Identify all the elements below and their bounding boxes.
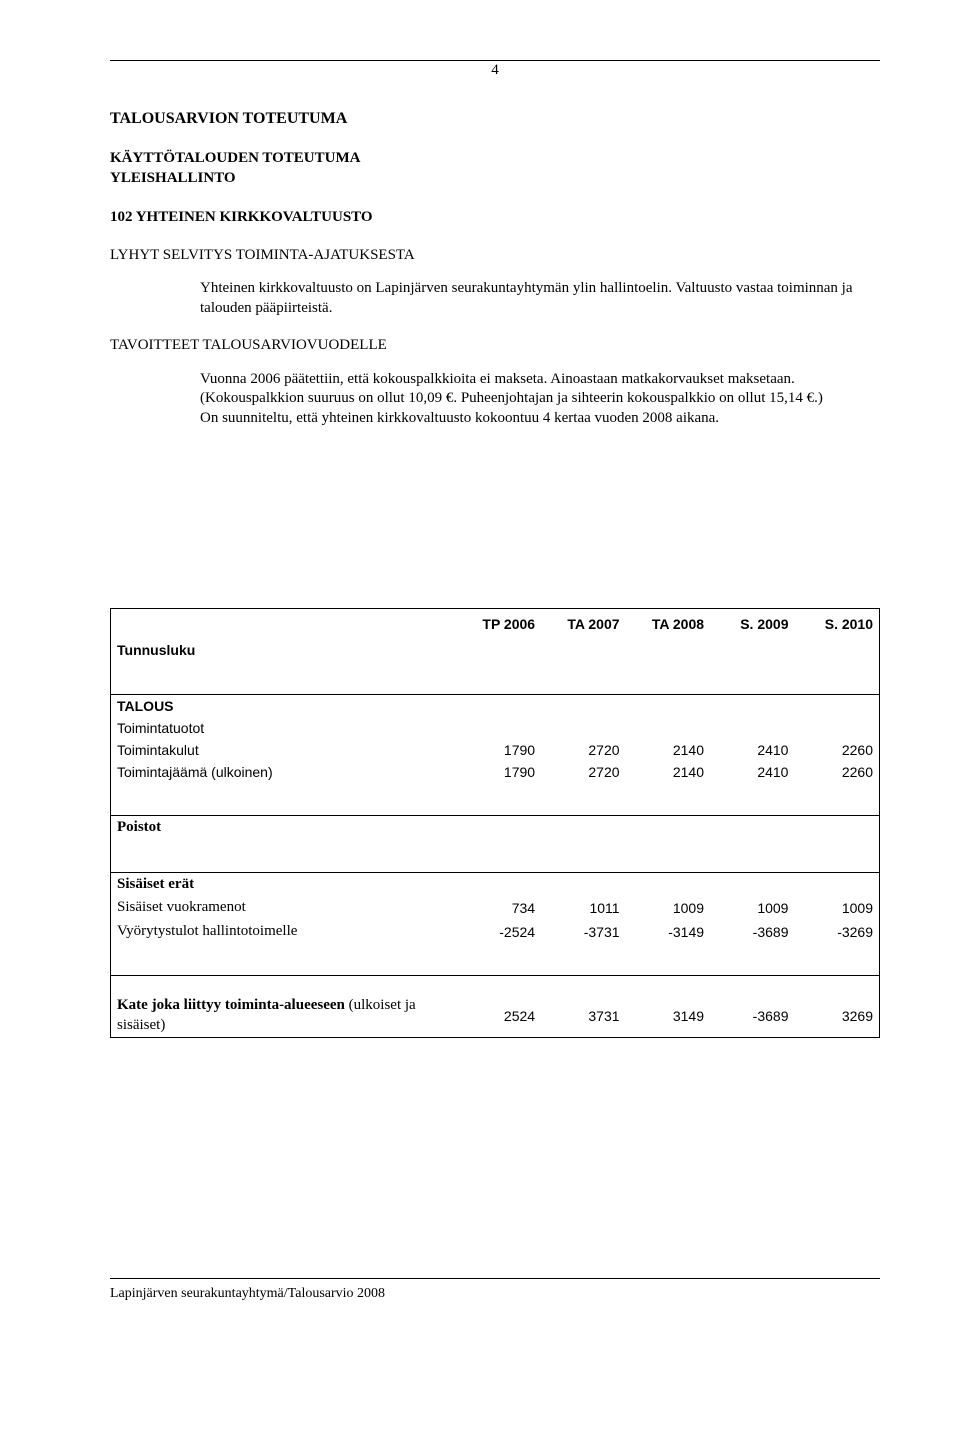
- table-row: Vyörytystulot hallintotoimelle -2524 -37…: [111, 920, 879, 944]
- cell: [710, 717, 794, 739]
- cell: -3149: [626, 920, 710, 944]
- cell: 1009: [626, 896, 710, 920]
- para-2b: (Kokouspalkkion suuruus on ollut 10,09 €…: [200, 389, 860, 409]
- cell: -3269: [794, 920, 879, 944]
- title-sub2: YLEISHALLINTO: [110, 169, 880, 189]
- poistot-label: Poistot: [111, 816, 457, 840]
- table-row-kate: Kate joka liittyy toiminta-alueeseen (ul…: [111, 994, 879, 1037]
- col-s2010: S. 2010: [794, 609, 879, 639]
- row-label: Toimintajäämä (ulkoinen): [111, 761, 457, 783]
- cell: 3269: [794, 994, 879, 1037]
- kate-bold: Kate joka liittyy toiminta-alueeseen: [117, 997, 345, 1013]
- cell: -3689: [710, 994, 794, 1037]
- row-label: Vyörytystulot hallintotoimelle: [111, 920, 457, 944]
- cell: 1790: [457, 761, 541, 783]
- table-row: Toimintatuotot: [111, 717, 879, 739]
- cell: [626, 717, 710, 739]
- table-row: Toimintakulut 1790 2720 2140 2410 2260: [111, 739, 879, 761]
- cell: 1009: [794, 896, 879, 920]
- cell: [541, 717, 625, 739]
- heading-tavoitteet: TAVOITTEET TALOUSARVIOVUODELLE: [110, 336, 880, 356]
- cell: 2524: [457, 994, 541, 1037]
- cell: 1009: [710, 896, 794, 920]
- table-row: Toimintajäämä (ulkoinen) 1790 2720 2140 …: [111, 761, 879, 783]
- title-main: TALOUSARVION TOTEUTUMA: [110, 109, 880, 130]
- col-tp2006: TP 2006: [457, 609, 541, 639]
- table-header-row: TP 2006 TA 2007 TA 2008 S. 2009 S. 2010: [111, 609, 879, 639]
- paragraph-block-1: Yhteinen kirkkovaltuusto on Lapinjärven …: [200, 279, 860, 318]
- cell: 3149: [626, 994, 710, 1037]
- cell: 2410: [710, 761, 794, 783]
- para-2c: On suunniteltu, että yhteinen kirkkovalt…: [200, 409, 860, 429]
- row-label: Toimintakulut: [111, 739, 457, 761]
- cell: 734: [457, 896, 541, 920]
- cell: 2140: [626, 761, 710, 783]
- para-2a: Vuonna 2006 päätettiin, että kokouspalkk…: [200, 370, 860, 390]
- table-row: Tunnusluku: [111, 639, 879, 661]
- cell: -2524: [457, 920, 541, 944]
- col-ta2007: TA 2007: [541, 609, 625, 639]
- heading-lyhyt: LYHYT SELVITYS TOIMINTA-AJATUKSESTA: [110, 246, 880, 266]
- section-code: 102 YHTEINEN KIRKKOVALTUUSTO: [110, 208, 880, 228]
- page-number: 4: [110, 61, 880, 81]
- cell: 2410: [710, 739, 794, 761]
- cell: 2140: [626, 739, 710, 761]
- cell: -3689: [710, 920, 794, 944]
- cell: -3731: [541, 920, 625, 944]
- cell: [457, 717, 541, 739]
- cell: [794, 717, 879, 739]
- title-sub1: KÄYTTÖTALOUDEN TOTEUTUMA: [110, 149, 880, 169]
- paragraph-block-2: Vuonna 2006 päätettiin, että kokouspalkk…: [200, 370, 860, 429]
- talous-label: TALOUS: [111, 694, 457, 717]
- footer-horizontal-rule: [110, 1278, 880, 1279]
- sisaiset-label: Sisäiset erät: [111, 872, 457, 896]
- tunnusluku-label: Tunnusluku: [111, 639, 457, 661]
- financial-table: TP 2006 TA 2007 TA 2008 S. 2009 S. 2010 …: [110, 608, 880, 1038]
- cell: 1790: [457, 739, 541, 761]
- col-s2009: S. 2009: [710, 609, 794, 639]
- kate-label: Kate joka liittyy toiminta-alueeseen (ul…: [111, 994, 457, 1037]
- row-label: Toimintatuotot: [111, 717, 457, 739]
- table-row: Sisäiset erät: [111, 872, 879, 896]
- cell: 3731: [541, 994, 625, 1037]
- cell: 2260: [794, 739, 879, 761]
- para-1: Yhteinen kirkkovaltuusto on Lapinjärven …: [200, 279, 860, 318]
- table-row: TALOUS: [111, 694, 879, 717]
- cell: 2260: [794, 761, 879, 783]
- col-ta2008: TA 2008: [626, 609, 710, 639]
- table-row: Sisäiset vuokramenot 734 1011 1009 1009 …: [111, 896, 879, 920]
- footer-text: Lapinjärven seurakuntayhtymä/Talousarvio…: [110, 1285, 880, 1303]
- cell: 2720: [541, 761, 625, 783]
- cell: 2720: [541, 739, 625, 761]
- row-label: Sisäiset vuokramenot: [111, 896, 457, 920]
- table-row: Poistot: [111, 816, 879, 840]
- cell: 1011: [541, 896, 625, 920]
